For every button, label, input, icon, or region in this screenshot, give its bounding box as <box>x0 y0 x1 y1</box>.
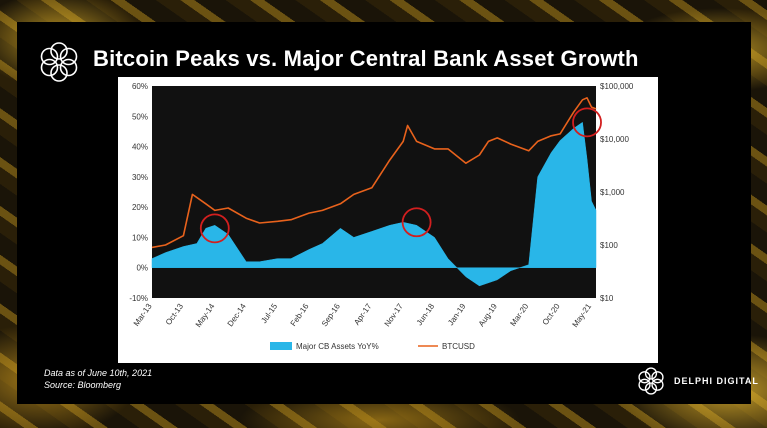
legend-label-cb: Major CB Assets YoY% <box>296 342 379 351</box>
left-tick-label: -10% <box>129 294 148 303</box>
legend-label-btc: BTCUSD <box>442 342 475 351</box>
chart: 60% 50% 40% 30% 20% 10% 0% -10% $100,000 $10,000… <box>118 77 658 363</box>
btcusd-line <box>151 96 597 249</box>
right-tick-label: $100 <box>600 241 618 250</box>
page-title: Bitcoin Peaks vs. Major Central Bank Ass… <box>93 46 639 71</box>
left-tick-label: 30% <box>132 173 148 182</box>
left-tick-label: 20% <box>132 203 148 212</box>
right-tick-label: $1,000 <box>600 188 625 197</box>
peak-circle <box>572 107 602 138</box>
peak-circle <box>199 213 230 244</box>
brand-name: DELPHI DIGITAL <box>674 376 759 386</box>
left-tick-label: 40% <box>132 143 148 152</box>
peak-circle <box>401 207 432 238</box>
footnote-date: Data as of June 10th, 2021 <box>44 368 153 378</box>
footnote-source: Source: Bloomberg <box>44 380 122 390</box>
slide-panel: Bitcoin Peaks vs. Major Central Bank Ass… <box>17 22 758 404</box>
legend-swatch-cb <box>270 342 292 350</box>
left-tick-label: 60% <box>132 82 148 91</box>
right-tick-label: $100,000 <box>600 82 634 91</box>
brand-logo-icon <box>638 367 664 395</box>
right-tick-label: $10,000 <box>600 135 629 144</box>
right-tick-label: $10 <box>600 294 614 303</box>
left-tick-label: 0% <box>136 264 148 273</box>
left-tick-label: 10% <box>132 233 148 242</box>
left-tick-label: 50% <box>132 112 148 121</box>
delphi-logo-icon <box>40 42 78 82</box>
